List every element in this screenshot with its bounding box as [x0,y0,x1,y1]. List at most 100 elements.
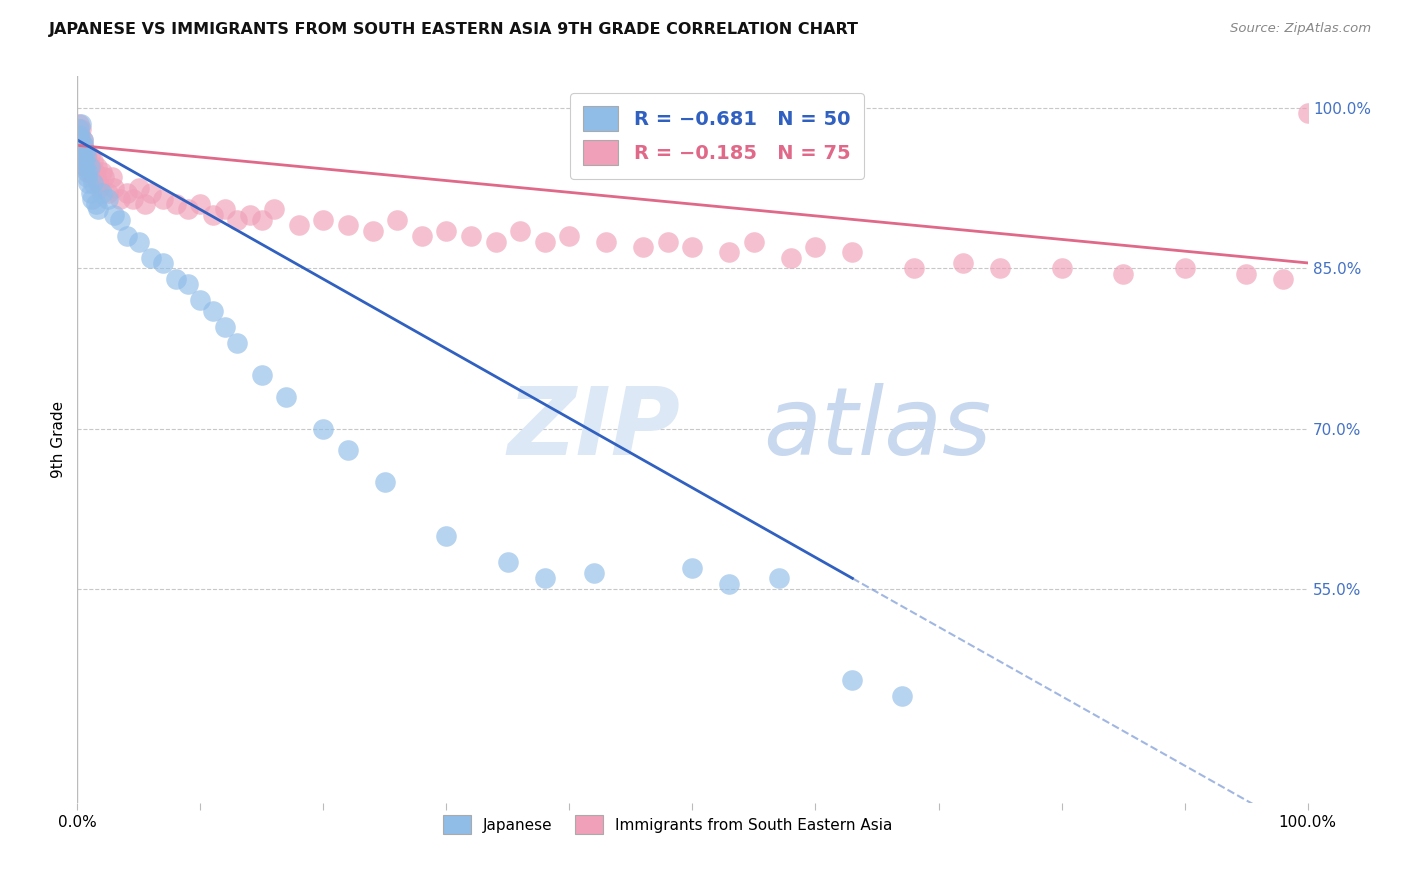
Point [312,422,335,436]
Point [134,197,156,211]
Point [276,390,298,404]
Point [79,149,101,163]
Point [460,229,482,244]
Point [496,555,519,569]
Point [633,240,655,254]
Point [72,133,94,147]
Point [69,133,91,147]
Point [411,229,433,244]
Text: JAPANESE VS IMMIGRANTS FROM SOUTH EASTERN ASIA 9TH GRADE CORRELATION CHART: JAPANESE VS IMMIGRANTS FROM SOUTH EASTER… [49,22,859,37]
Point [86,160,108,174]
Point [1174,261,1197,276]
Point [188,293,212,308]
Point [115,186,138,201]
Y-axis label: 9th Grade: 9th Grade [51,401,66,478]
Point [509,224,531,238]
Point [93,170,115,185]
Point [70,122,93,136]
Point [226,336,249,351]
Point [214,202,236,217]
Point [768,571,790,585]
Point [682,560,704,574]
Point [75,160,97,174]
Point [90,186,114,201]
Point [70,117,93,131]
Point [79,160,101,174]
Point [83,165,105,179]
Point [804,240,827,254]
Point [115,229,138,244]
Point [1296,106,1319,120]
Point [288,219,311,233]
Point [70,149,93,163]
Point [152,256,174,270]
Point [903,261,925,276]
Legend: Japanese, Immigrants from South Eastern Asia: Japanese, Immigrants from South Eastern … [432,803,904,846]
Point [72,138,94,153]
Point [214,320,236,334]
Point [76,170,98,185]
Point [82,176,104,190]
Point [76,165,98,179]
Text: atlas: atlas [763,384,991,475]
Point [337,442,360,457]
Text: ZIP: ZIP [508,383,681,475]
Point [82,154,104,169]
Point [250,213,273,227]
Point [89,181,111,195]
Point [583,566,606,580]
Point [165,272,187,286]
Point [239,208,262,222]
Point [141,251,163,265]
Point [80,186,103,201]
Point [77,176,100,190]
Point [165,197,187,211]
Point [1234,267,1257,281]
Point [77,165,100,179]
Point [121,192,143,206]
Point [374,475,396,489]
Point [82,170,104,185]
Point [841,245,863,260]
Point [87,176,110,190]
Point [97,186,120,201]
Point [75,144,97,158]
Point [682,240,704,254]
Point [1050,261,1073,276]
Point [201,304,224,318]
Point [72,133,94,147]
Point [177,277,200,292]
Point [152,192,174,206]
Point [177,202,200,217]
Point [485,235,508,249]
Point [988,261,1011,276]
Point [110,213,132,227]
Point [436,528,458,542]
Point [67,117,90,131]
Point [67,133,90,147]
Point [657,235,679,249]
Point [952,256,974,270]
Point [595,235,617,249]
Point [70,138,93,153]
Point [890,689,912,703]
Point [188,197,212,211]
Point [70,144,93,158]
Point [87,202,110,217]
Point [97,192,120,206]
Point [718,245,741,260]
Point [128,181,150,195]
Point [90,165,114,179]
Point [1112,267,1135,281]
Point [385,213,409,227]
Point [361,224,384,238]
Point [558,229,581,244]
Point [250,368,273,383]
Point [128,235,150,249]
Point [69,144,91,158]
Point [141,186,163,201]
Point [67,128,90,142]
Text: Source: ZipAtlas.com: Source: ZipAtlas.com [1230,22,1371,36]
Point [80,160,103,174]
Point [742,235,765,249]
